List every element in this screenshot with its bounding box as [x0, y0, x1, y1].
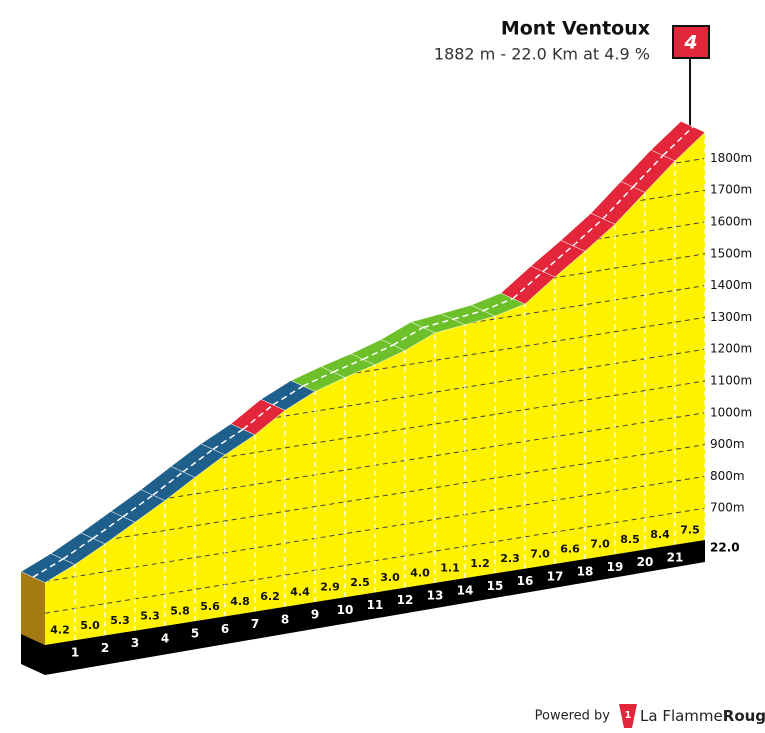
- base-strip: [45, 540, 705, 675]
- gradient-label: 5.3: [140, 609, 160, 622]
- gradient-label: 4.0: [410, 566, 430, 579]
- y-tick-label: 1300m: [710, 310, 752, 324]
- gradient-label: 1.1: [440, 562, 460, 575]
- ribbon-center: [32, 558, 64, 578]
- x-tick-label: 15: [487, 579, 504, 593]
- chart-subtitle: 1882 m - 22.0 Km at 4.9 %: [434, 45, 650, 64]
- x-tick-label: 16: [517, 574, 534, 588]
- x-tick-label: 7: [251, 617, 259, 631]
- logo-icon: [619, 704, 637, 728]
- category-label: 4: [683, 32, 697, 54]
- gradient-label: 1.2: [470, 557, 490, 570]
- plot: 4.2 5.0 5.3 5.3 5.8 5.6 4.8 6.2 4.4 2.9 2.5 3.0 4.0 1…: [20, 121, 752, 675]
- y-tick-label: 1600m: [710, 215, 752, 229]
- ribbon-center: [632, 154, 664, 188]
- grid-line: [45, 444, 705, 551]
- gradient-label: 4.2: [50, 624, 70, 637]
- x-tick-label: 8: [281, 612, 289, 626]
- x-tick-label: 5: [191, 627, 199, 641]
- gradient-label: 6.2: [260, 590, 280, 603]
- gradient-label: 3.0: [380, 571, 400, 584]
- ribbon-center: [602, 186, 634, 220]
- x-tick-label: 12: [397, 593, 414, 607]
- gradient-label: 8.5: [620, 533, 640, 546]
- ribbon-center: [452, 309, 484, 320]
- y-tick-label: 1500m: [710, 246, 752, 260]
- x-tick-label: 4: [161, 631, 169, 645]
- ribbon-center: [662, 126, 694, 156]
- gradient-label: 4.4: [290, 585, 310, 598]
- ribbon-center: [122, 494, 154, 518]
- side-base: [21, 634, 45, 675]
- gradient-label: 2.3: [500, 552, 520, 565]
- x-tick-label: 17: [547, 569, 564, 583]
- brand-light: La Flamme: [640, 707, 723, 725]
- gradient-label: 6.6: [560, 542, 580, 555]
- x-tick-label: 14: [457, 584, 474, 598]
- gradient-label: 8.4: [650, 528, 670, 541]
- x-tick-label: 21: [667, 550, 684, 564]
- ribbon-center: [62, 537, 94, 560]
- x-tick-label: 22.0: [710, 541, 740, 555]
- category-flag: [672, 25, 710, 59]
- x-tick-label: 19: [607, 560, 624, 574]
- gradient-label: 5.0: [80, 619, 100, 632]
- side-face: [21, 571, 45, 645]
- ribbon-center: [182, 448, 214, 473]
- ribbon-center: [242, 404, 274, 430]
- y-tick-label: 1700m: [710, 183, 752, 197]
- footer-brand: La FlammeRouge: [640, 707, 765, 725]
- logo-digit: 1: [625, 710, 632, 721]
- x-tick-label: 9: [311, 608, 319, 622]
- gradient-label: 7.5: [680, 523, 700, 536]
- y-tick-label: 700m: [710, 501, 745, 515]
- gradient-label: 7.0: [530, 547, 550, 560]
- gradient-label: 5.3: [110, 614, 130, 627]
- gradient-label: 5.8: [170, 605, 190, 618]
- y-tick-label: 800m: [710, 469, 745, 483]
- ribbon-center: [482, 297, 514, 312]
- x-tick-label: 1: [71, 646, 79, 660]
- ribbon-center: [302, 371, 334, 387]
- gradient-label: 2.9: [320, 581, 340, 594]
- profile-face: [45, 132, 705, 646]
- gradient-label: 7.0: [590, 538, 610, 551]
- ribbon-center: [512, 270, 544, 300]
- ribbon-center: [392, 326, 424, 346]
- ribbon-center: [332, 358, 364, 373]
- y-tick-label: 1400m: [710, 278, 752, 292]
- x-tick-label: 10: [337, 603, 354, 617]
- brand-bold: Rouge: [723, 707, 765, 725]
- y-tick-label: 1100m: [710, 374, 752, 388]
- y-tick-label: 1200m: [710, 342, 752, 356]
- y-tick-label: 1000m: [710, 405, 752, 419]
- x-tick-label: 2: [101, 641, 109, 655]
- y-tick-label: 1800m: [710, 151, 752, 165]
- ribbon-center: [212, 428, 244, 450]
- ribbon-center: [272, 385, 304, 406]
- y-tick-label: 900m: [710, 437, 745, 451]
- x-tick-label: 18: [577, 565, 594, 579]
- gradient-label: 4.8: [230, 595, 250, 608]
- x-tick-label: 11: [367, 598, 384, 612]
- x-tick-label: 20: [637, 555, 654, 569]
- x-tick-label: 3: [131, 636, 139, 650]
- chart-title: Mont Ventoux: [501, 18, 650, 40]
- ribbon-center: [362, 344, 394, 360]
- ribbon-center: [92, 516, 124, 539]
- gradient-label: 2.5: [350, 576, 370, 589]
- gradient-label: 5.6: [200, 600, 220, 613]
- x-tick-label: 13: [427, 588, 444, 602]
- ribbon-center: [542, 245, 574, 273]
- x-tick-label: 6: [221, 622, 229, 636]
- ribbon-center: [572, 218, 604, 247]
- footer-powered: Powered by: [535, 709, 611, 724]
- ribbon-center: [152, 471, 184, 496]
- ribbon-center: [422, 318, 454, 329]
